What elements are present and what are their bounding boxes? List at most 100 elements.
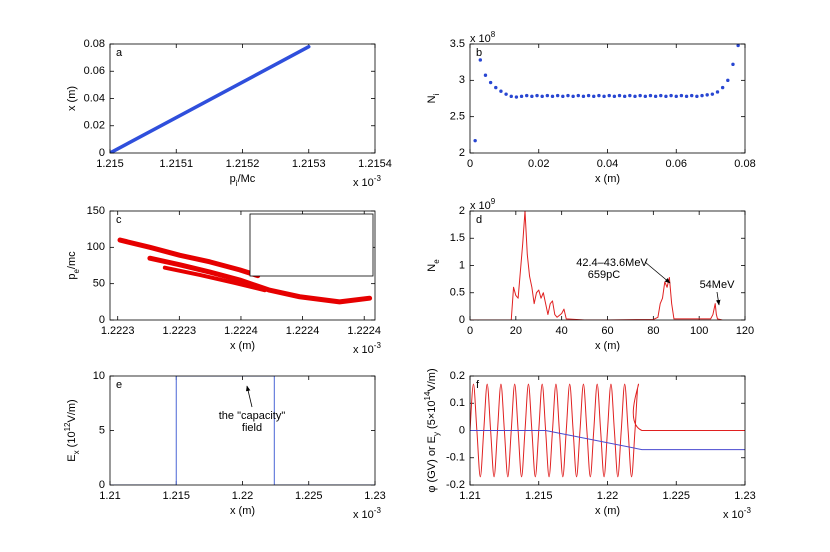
data-point — [581, 94, 586, 99]
x-tick-label: 120 — [736, 325, 754, 337]
y-tick-label: 0 — [459, 314, 465, 326]
data-line — [110, 44, 311, 153]
label-part: x 10 — [353, 509, 374, 521]
label-part: y — [432, 432, 441, 436]
data-point — [653, 94, 658, 99]
label-part: i — [236, 179, 238, 188]
label-part: 8 — [491, 30, 496, 39]
data-point — [695, 94, 699, 99]
panel-label: e — [116, 379, 122, 391]
data-point — [473, 138, 477, 143]
y-tick-label: 1 — [459, 259, 465, 271]
axis-exponent: x 10-3 — [353, 341, 381, 356]
data-point — [561, 94, 565, 99]
y-tick-label: 0 — [459, 424, 465, 436]
x-tick-label: 1.23 — [734, 490, 755, 502]
x-tick-label: 100 — [690, 325, 708, 337]
data-point — [643, 94, 648, 99]
label-part: x 10 — [353, 177, 374, 189]
label-part: x (m) — [230, 505, 255, 517]
x-tick-label: 1.2223 — [163, 325, 197, 337]
axis-exponent: x 10-3 — [353, 174, 381, 189]
axes-background — [470, 211, 745, 320]
x-tick-label: 40 — [556, 325, 568, 337]
data-point — [674, 94, 678, 99]
data-point — [525, 93, 529, 98]
x-tick-label: 1.225 — [295, 490, 323, 502]
data-line — [470, 383, 745, 478]
data-point — [705, 93, 709, 97]
label-part: x (m) — [595, 505, 620, 517]
data-point — [710, 92, 715, 96]
axis-exponent: x 109 — [470, 197, 496, 212]
label-part: x — [72, 450, 81, 454]
data-point — [715, 90, 720, 94]
label-part: (10 — [66, 431, 78, 450]
axes-frame — [109, 375, 376, 486]
data-point — [540, 94, 544, 99]
label-part: /Mc — [238, 173, 256, 185]
label-part: -3 — [374, 506, 382, 515]
y-tick-label: 100 — [87, 241, 105, 253]
y-tick-label: 150 — [87, 205, 105, 217]
data-point — [499, 89, 503, 93]
axis-exponent: x 10-3 — [353, 506, 381, 521]
y-tick-label: 0.08 — [84, 38, 105, 50]
data-point — [530, 94, 534, 99]
plot-area — [470, 383, 745, 478]
label-part: (5×10 — [426, 401, 438, 433]
x-axis-label: pi/Mc — [230, 173, 256, 188]
x-tick-label: 0.08 — [734, 158, 755, 170]
data-point — [514, 95, 519, 99]
y-tick-label: 0.2 — [450, 370, 465, 382]
panel-label: f — [476, 379, 480, 391]
data-point — [736, 44, 740, 48]
y-tick-label: 50 — [93, 278, 105, 290]
data-point — [597, 93, 601, 98]
data-point — [483, 73, 488, 77]
annotation-box — [249, 213, 374, 277]
y-tick-label: 0.02 — [84, 120, 105, 132]
label-part: p — [66, 274, 78, 280]
data-line — [470, 211, 723, 320]
data-point — [720, 85, 725, 90]
data-point — [612, 94, 617, 99]
data-point — [664, 94, 668, 99]
x-axis-label: x (m) — [230, 505, 255, 517]
annotation: field — [242, 422, 262, 434]
plot-area — [117, 237, 373, 305]
annotation-arrow — [716, 291, 721, 306]
data-point — [659, 93, 663, 98]
axes-background — [470, 44, 745, 153]
axes-frame — [469, 375, 746, 486]
label-part: e — [432, 259, 441, 264]
x-tick-label: 1.2224 — [347, 325, 381, 337]
data-point — [535, 93, 539, 98]
label-part: x (m) — [230, 340, 255, 352]
x-tick-label: 1.2224 — [224, 325, 258, 337]
x-tick-label: 1.21 — [99, 490, 120, 502]
y-axis-label: pe/mc — [66, 251, 81, 280]
label-part: e — [72, 269, 81, 274]
data-point — [690, 93, 694, 98]
label-part: p — [230, 173, 236, 185]
data-point — [638, 93, 642, 98]
y-axis-label: Ni — [426, 93, 441, 103]
axes-background — [110, 44, 375, 153]
x-tick-label: 0.06 — [666, 158, 687, 170]
label-part: x (m) — [595, 173, 620, 185]
data-point — [679, 93, 684, 98]
label-part: x (m) — [595, 340, 620, 352]
y-axis-label: φ (GV) or Ey (5×1014V/m) — [423, 368, 441, 492]
x-tick-label: 1.2224 — [286, 325, 320, 337]
y-tick-label: 0.5 — [450, 287, 465, 299]
data-point — [731, 62, 735, 67]
label-part: φ (GV) or E — [426, 436, 438, 493]
x-tick-label: 0 — [467, 325, 473, 337]
label-part: -3 — [374, 174, 382, 183]
x-tick-label: 1.22 — [597, 490, 618, 502]
data-line — [117, 237, 261, 279]
data-point — [607, 93, 611, 98]
y-tick-label: 10 — [93, 370, 105, 382]
x-tick-label: 1.2154 — [358, 158, 392, 170]
